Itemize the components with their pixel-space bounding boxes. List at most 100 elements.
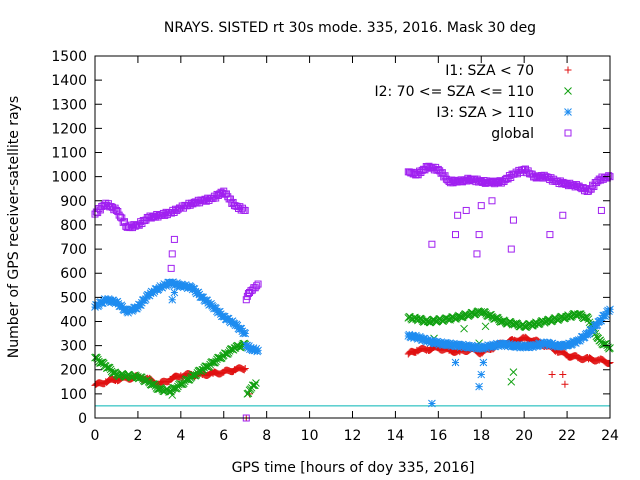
data-point (472, 343, 481, 352)
data-point (248, 381, 257, 390)
data-point (228, 317, 237, 325)
y-tick-label: 1000 (51, 170, 87, 186)
outlier-point (451, 358, 460, 367)
outlier-point (473, 250, 481, 258)
outlier-point (452, 231, 459, 239)
data-point (177, 280, 186, 289)
legend-label: I2: 70 <= SZA <= 110 (374, 84, 534, 100)
data-point (136, 301, 145, 309)
data-point (583, 313, 592, 322)
outlier-point (546, 231, 554, 239)
data-point (244, 389, 253, 398)
data-point (217, 188, 225, 196)
data-point (605, 359, 613, 367)
data-point (121, 218, 129, 226)
data-point (560, 179, 568, 187)
data-point (605, 172, 613, 180)
data-point (131, 222, 139, 230)
data-point (425, 337, 434, 345)
outlier-point (481, 322, 490, 331)
y-tick-label: 900 (60, 194, 87, 210)
y-tick-label: 1500 (51, 49, 87, 65)
data-point (467, 341, 476, 350)
data-point (550, 175, 558, 183)
data-point (240, 328, 249, 337)
data-point (154, 285, 163, 294)
outlier-point (477, 370, 486, 379)
data-point (122, 305, 131, 314)
series-layer (91, 162, 614, 422)
y-tick-label: 1200 (51, 121, 87, 137)
data-point (411, 333, 419, 342)
y-tick-label: 1100 (51, 146, 87, 162)
y-tick-label: 0 (78, 411, 87, 427)
x-tick-label: 8 (262, 428, 271, 444)
outlier-point (170, 288, 179, 297)
data-point (475, 178, 483, 186)
outlier-point (597, 206, 605, 214)
data-point (433, 337, 442, 346)
data-point (108, 369, 117, 377)
outlier-point (548, 371, 556, 379)
x-tick-label: 10 (301, 428, 319, 444)
data-point (109, 296, 118, 305)
outlier-point (477, 202, 485, 210)
outlier-point (167, 264, 175, 272)
outlier-point (509, 368, 518, 377)
data-point (208, 301, 216, 310)
data-point (568, 340, 576, 349)
data-point (253, 347, 262, 356)
outlier-point (168, 391, 177, 399)
data-point (537, 341, 546, 350)
y-tick-label: 200 (60, 363, 87, 379)
outlier-point (559, 211, 567, 219)
data-point (453, 178, 461, 186)
data-point (605, 307, 613, 316)
data-point (251, 284, 259, 292)
series-2 (91, 307, 614, 399)
x-tick-label: 0 (91, 428, 100, 444)
data-point (593, 179, 601, 187)
legend-label: I3: SZA > 110 (436, 105, 534, 121)
data-point (525, 343, 533, 352)
outlier-point (507, 377, 516, 386)
outlier-point (488, 197, 496, 205)
data-point (98, 299, 107, 307)
outlier-point (475, 382, 483, 391)
y-tick-label: 100 (60, 387, 87, 403)
data-point (106, 365, 115, 374)
outlier-point (462, 206, 470, 214)
data-point (186, 282, 195, 291)
data-point (215, 307, 224, 316)
data-point (194, 288, 203, 297)
legend-marker (564, 129, 572, 137)
data-point (191, 287, 200, 296)
data-point (163, 211, 171, 219)
data-point (251, 381, 259, 390)
outlier-point (428, 240, 436, 248)
data-point (588, 326, 597, 335)
chart-title: NRAYS. SISTED rt 30s mode. 335, 2016. Ma… (164, 20, 536, 36)
data-point (405, 330, 414, 339)
outlier-point (507, 245, 515, 253)
data-point (239, 204, 247, 212)
y-axis-label: Number of GPS receiver-satellite rays (6, 96, 22, 358)
outlier-point (460, 324, 468, 333)
data-point (252, 344, 261, 353)
y-axis: 0 100 200 300 400 500 600 700 800 900 1000 1100 1200… (51, 49, 610, 427)
outlier-point (561, 380, 569, 388)
outlier-point (475, 231, 483, 239)
y-tick-label: 600 (60, 266, 87, 282)
outlier-point (479, 358, 488, 367)
outlier-point (428, 399, 436, 408)
outlier-point (168, 250, 176, 258)
data-point (491, 342, 499, 351)
data-point (506, 341, 515, 349)
x-tick-label: 18 (472, 428, 490, 444)
data-point (501, 339, 510, 348)
outlier-point (454, 211, 462, 219)
x-tick-label: 16 (429, 428, 447, 444)
data-point (519, 342, 528, 351)
data-point (203, 296, 212, 305)
